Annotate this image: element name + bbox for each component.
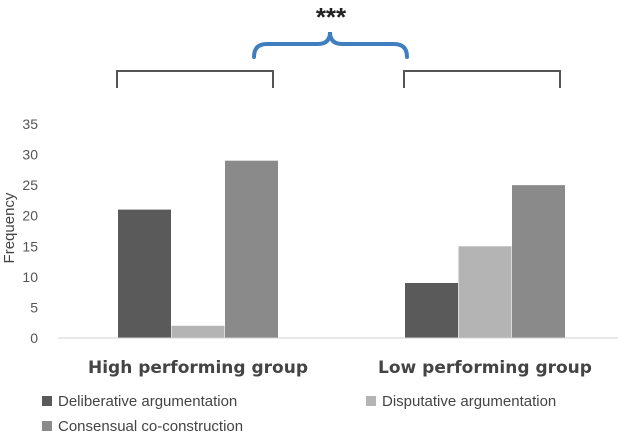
bar-low-3 — [512, 185, 565, 338]
legend-swatch — [366, 396, 376, 406]
y-tick-label: 0 — [30, 330, 38, 346]
category-label: High performing group — [88, 358, 308, 378]
legend-label: Consensual co-construction — [58, 418, 243, 434]
y-tick-labels: 0 5 10 15 20 25 30 35 — [22, 116, 38, 346]
significance-brace — [252, 31, 409, 59]
y-tick-label: 35 — [22, 116, 38, 132]
y-axis-label: Frequency — [1, 192, 18, 263]
category-label: Low performing group — [378, 358, 592, 378]
bar-high-3 — [225, 160, 278, 338]
significance-label: *** — [316, 2, 347, 32]
group-bracket-high — [116, 70, 274, 88]
bar-low-2 — [458, 246, 512, 338]
legend: Deliberative argumentation Disputative ar… — [42, 393, 556, 434]
bar-low-1 — [405, 282, 458, 338]
category-labels: High performing group Low performing grou… — [88, 358, 592, 378]
legend-label: Deliberative argumentation — [58, 393, 237, 410]
y-tick-label: 10 — [22, 269, 38, 285]
bars — [118, 160, 565, 338]
y-tick-label: 20 — [22, 208, 38, 224]
y-tick-label: 15 — [22, 238, 38, 254]
legend-swatch — [42, 421, 52, 431]
group-bracket-low — [403, 70, 561, 88]
bar-high-1 — [118, 209, 171, 338]
bar-high-2 — [171, 325, 225, 338]
y-tick-label: 25 — [22, 177, 38, 193]
y-tick-label: 30 — [22, 147, 38, 163]
legend-label: Disputative argumentation — [382, 393, 556, 410]
y-tick-label: 5 — [30, 299, 38, 315]
legend-swatch — [42, 396, 52, 406]
